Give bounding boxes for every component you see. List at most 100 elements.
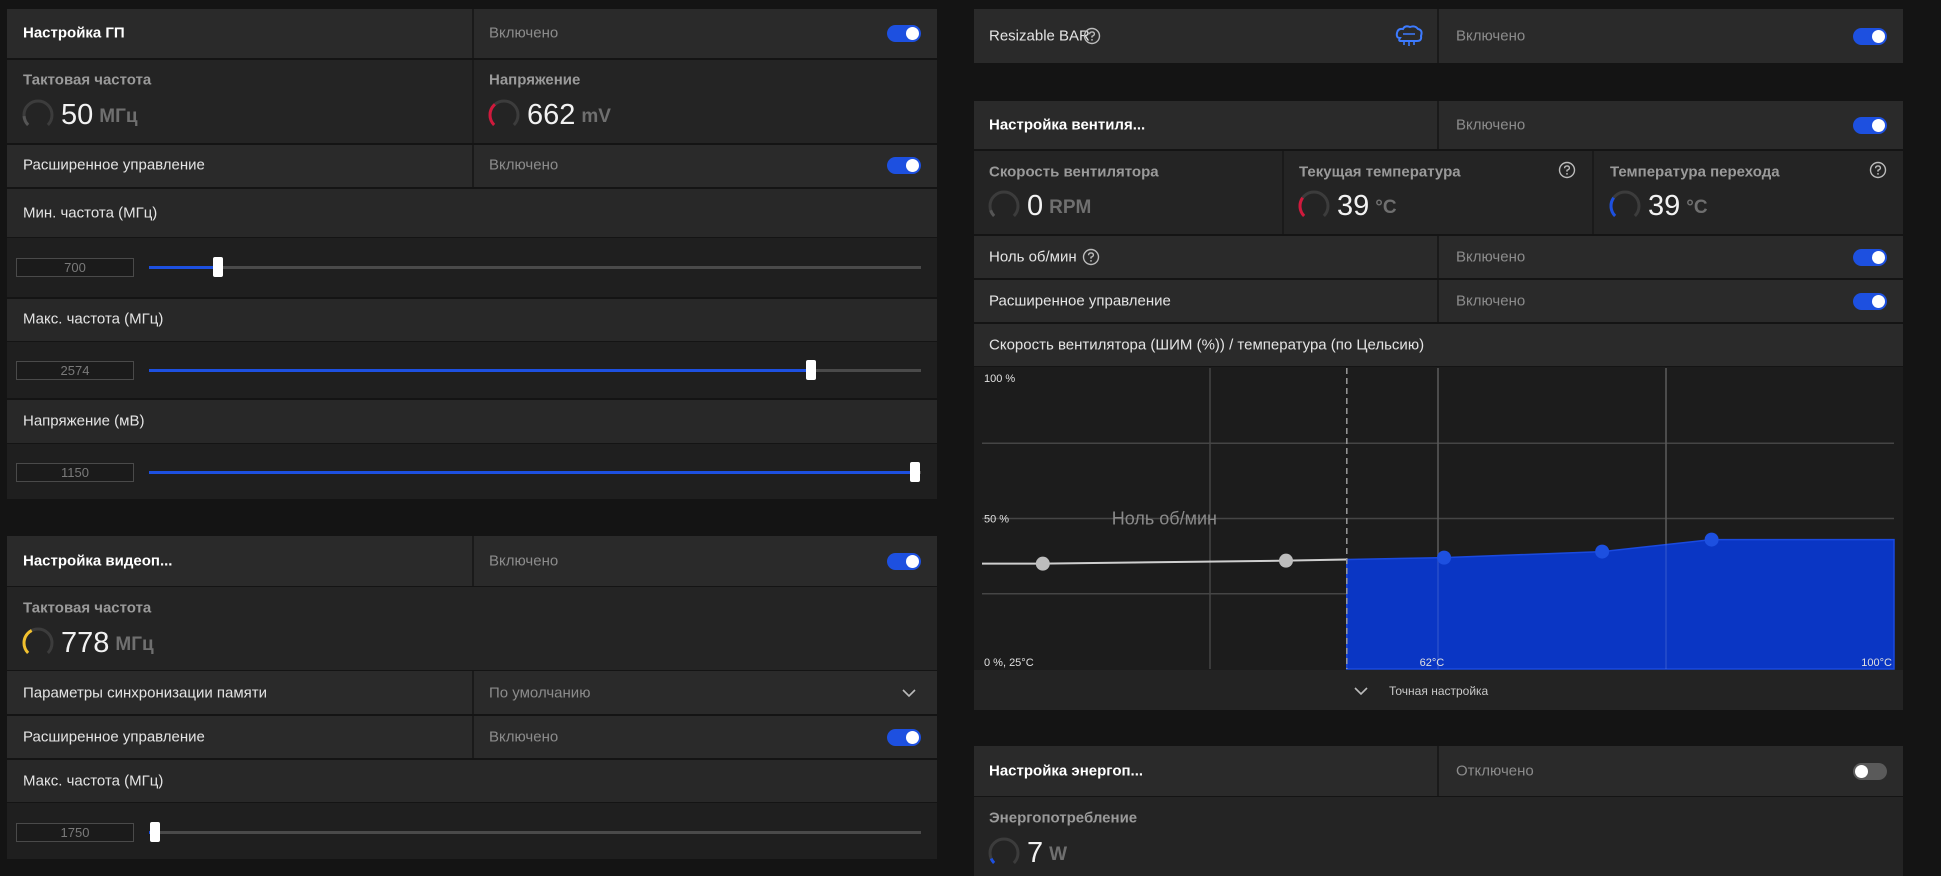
- metric-value-row: 39 °C: [1608, 189, 1708, 223]
- metric-unit: °C: [1375, 196, 1397, 218]
- slider-fill: [149, 368, 811, 372]
- toggle-switch[interactable]: [887, 553, 921, 570]
- brain-lines: [1403, 33, 1415, 46]
- value-input[interactable]: 1750: [16, 823, 134, 842]
- metric-label: Тактовая частота: [23, 71, 152, 89]
- help-glyph: [1088, 31, 1096, 38]
- divider: [1437, 280, 1439, 322]
- divider: [1437, 236, 1439, 278]
- toggle-knob: [906, 159, 919, 172]
- gauge-fill: [22, 99, 54, 131]
- help-icon[interactable]: [1082, 248, 1100, 266]
- help-dot: [1091, 39, 1093, 41]
- chevron-icon[interactable]: [1353, 685, 1369, 697]
- toggle-switch[interactable]: [1853, 28, 1887, 45]
- metric-value: 7: [1027, 836, 1044, 869]
- row-label: Resizable BAR: [989, 27, 1090, 45]
- row: [974, 797, 1903, 876]
- toggle-switch[interactable]: [887, 729, 921, 746]
- toggle-switch[interactable]: [1853, 293, 1887, 310]
- toggle-switch[interactable]: [1853, 763, 1887, 780]
- section-title: Настройка видеоп...: [23, 552, 173, 570]
- metric-unit: W: [1049, 843, 1068, 865]
- toggle-switch[interactable]: [1853, 117, 1887, 134]
- gauge-icon: [22, 99, 54, 131]
- row: [974, 670, 1903, 710]
- toggle-switch[interactable]: [1853, 249, 1887, 266]
- value-input[interactable]: 2574: [16, 361, 134, 380]
- toggle-knob: [1872, 30, 1885, 43]
- gauge-icon: [988, 190, 1020, 222]
- divider: [1437, 9, 1439, 63]
- section-title: Настройка ГП: [23, 24, 125, 42]
- metric-value: 662: [527, 98, 576, 131]
- slider-track: [149, 265, 921, 269]
- state-text: По умолчанию: [489, 684, 591, 702]
- state-text: Включено: [489, 552, 559, 570]
- toggle-switch[interactable]: [887, 157, 921, 174]
- toggle-switch[interactable]: [887, 25, 921, 42]
- state-text: Включено: [1456, 248, 1526, 266]
- gauge-fill: [1298, 190, 1330, 222]
- gauge-icon: [1609, 190, 1641, 222]
- row-label: Ноль об/мин: [989, 248, 1077, 266]
- row-label: Расширенное управление: [989, 292, 1171, 310]
- gauge-fill: [22, 627, 54, 659]
- row-label: Скорость вентилятора (ШИМ (%)) / темпера…: [989, 336, 1425, 354]
- help-circle: [1083, 27, 1101, 45]
- gauge-track: [22, 627, 54, 659]
- help-icon[interactable]: [1083, 27, 1101, 45]
- value-input[interactable]: 700: [16, 258, 134, 277]
- help-circle: [1869, 161, 1887, 179]
- metric-value: 50: [61, 98, 94, 131]
- gauge-icon: [22, 627, 54, 659]
- slider-thumb[interactable]: [806, 360, 816, 380]
- metric-label: Напряжение: [489, 71, 581, 89]
- toggle-knob: [906, 27, 919, 40]
- toggle-knob: [1872, 119, 1885, 132]
- help-glyph: [1563, 165, 1571, 172]
- metric-value: 0: [1027, 189, 1044, 222]
- help-glyph: [1874, 165, 1882, 172]
- metric-unit: °C: [1686, 196, 1708, 218]
- row: [974, 151, 1903, 234]
- slider-thumb[interactable]: [910, 462, 920, 482]
- divider: [472, 9, 474, 58]
- help-icon[interactable]: [1869, 161, 1887, 179]
- state-text: Включено: [1456, 292, 1526, 310]
- brain-shape: [1395, 25, 1423, 42]
- row: [7, 400, 937, 443]
- divider: [1592, 151, 1594, 234]
- row-label: Расширенное управление: [23, 156, 205, 174]
- slider-thumb[interactable]: [213, 257, 223, 277]
- gauge-track: [488, 99, 520, 131]
- metric-label: Энергопотребление: [989, 809, 1138, 827]
- divider: [472, 536, 474, 586]
- chevron-icon[interactable]: [901, 687, 917, 699]
- divider: [1437, 746, 1439, 796]
- divider: [1437, 101, 1439, 149]
- metric-label: Скорость вентилятора: [989, 163, 1159, 181]
- gauge-track: [22, 99, 54, 131]
- metric-unit: mV: [581, 105, 611, 127]
- slider-thumb[interactable]: [150, 822, 160, 842]
- row: [7, 189, 937, 237]
- row-label: Макс. частота (МГц): [23, 772, 164, 790]
- value-input[interactable]: 1150: [16, 463, 134, 482]
- slider-fill: [149, 470, 915, 474]
- divider: [1282, 151, 1284, 234]
- gauge-track: [988, 837, 1020, 869]
- state-text: Включено: [1456, 27, 1526, 45]
- help-icon[interactable]: [1558, 161, 1576, 179]
- chevron: [902, 689, 916, 698]
- toggle-knob: [906, 731, 919, 744]
- toggle-knob: [1872, 295, 1885, 308]
- metric-value-row: 50 МГц: [21, 98, 138, 132]
- gauge-icon: [988, 837, 1020, 869]
- chart-area: [974, 367, 1903, 670]
- state-text: Включено: [489, 156, 559, 174]
- link-text[interactable]: Точная настройка: [1389, 684, 1489, 698]
- state-text: Включено: [489, 24, 559, 42]
